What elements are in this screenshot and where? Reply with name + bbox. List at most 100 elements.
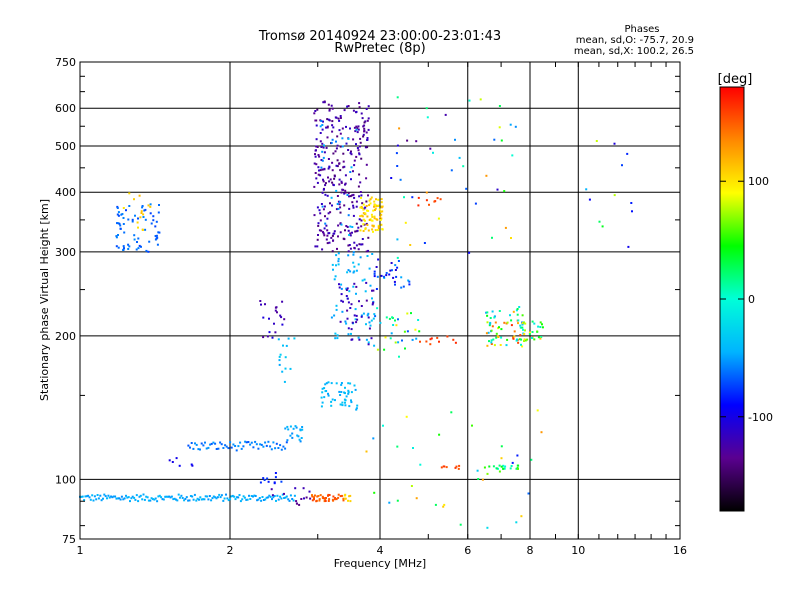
echo-point [385,274,388,277]
echo-point [355,205,358,208]
echo-point [279,353,282,356]
echo-point [217,447,220,450]
echo-point [247,441,250,443]
echo-point [377,258,380,261]
echo-point [353,246,356,249]
echo-point [361,279,364,282]
echo-point [367,312,370,315]
echo-point [225,493,227,496]
echo-point [177,493,180,496]
echo-point [155,234,158,237]
echo-point [626,152,629,155]
echo-point [438,340,440,343]
echo-point [200,442,203,445]
echo-point [468,99,471,102]
echo-point [366,224,369,226]
echo-point [317,173,320,176]
echo-point [339,403,342,406]
echo-point [345,125,347,128]
echo-point [319,174,322,177]
echo-point [139,494,142,497]
echo-point [262,499,265,501]
echo-point [381,228,384,231]
echo-point [187,444,190,447]
echo-point [319,140,322,143]
echo-point [207,498,210,501]
echo-point [498,105,501,107]
echo-point [138,194,141,197]
echo-point [171,461,174,463]
echo-point [364,146,367,149]
echo-point [322,232,325,235]
echo-point [515,467,518,470]
echo-point [357,226,360,229]
echo-point [269,495,272,498]
echo-point [321,391,324,394]
echo-point [367,194,369,197]
echo-point [351,231,353,234]
echo-point [356,318,359,321]
echo-point [198,498,200,501]
echo-point [131,218,134,221]
echo-point [339,169,342,172]
echo-point [131,495,134,498]
echo-point [377,198,380,201]
echo-point [437,217,440,220]
echo-point [323,227,326,230]
echo-point [630,202,633,204]
echo-point [373,215,376,218]
echo-point [135,494,138,497]
echo-point [410,485,413,487]
echo-point [316,108,319,111]
echo-point [349,232,352,235]
echo-point [364,228,367,231]
echo-point [372,317,375,320]
echo-point [343,192,346,195]
echo-point [317,154,320,156]
echo-point [116,207,119,209]
echo-point [324,222,327,225]
echo-point [342,160,345,163]
echo-point [327,167,330,170]
echo-point [358,338,361,341]
echo-point [330,141,333,144]
echo-point [274,447,277,450]
echo-point [330,104,333,107]
echo-point [207,446,210,449]
echo-point [315,138,318,141]
echo-point [342,166,345,169]
echo-point [367,117,370,120]
echo-point [280,480,283,483]
echo-point [117,246,120,249]
echo-point [80,495,83,498]
echo-point [331,398,334,401]
echo-point [400,286,403,289]
echo-point [412,447,414,449]
echo-point [380,274,383,277]
echo-point [390,177,393,179]
echo-point [85,495,88,498]
echo-point [104,495,107,498]
echo-point [117,234,119,236]
echo-point [363,124,366,127]
echo-point [358,195,361,198]
echo-point [137,500,140,503]
echo-point [366,119,369,122]
echo-point [498,310,501,312]
x-tick-label: 10 [571,544,585,557]
echo-point [338,283,340,286]
echo-point [373,205,375,208]
echo-point [533,338,536,341]
echo-point [288,499,291,502]
echo-point [319,494,322,497]
echo-point [350,178,352,181]
echo-point [336,337,339,340]
echo-point [106,497,108,500]
echo-point [315,145,318,148]
echo-point [333,278,336,281]
echo-point [493,315,496,318]
echo-point [500,139,503,142]
echo-point [324,182,327,185]
echo-point [352,170,354,173]
echo-point [359,215,362,218]
